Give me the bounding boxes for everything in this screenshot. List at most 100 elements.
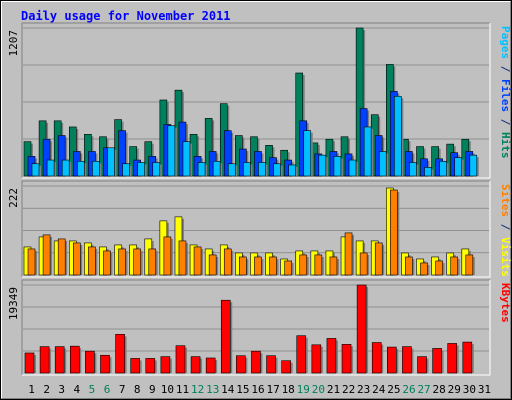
x-tick-label-day-21: 21	[327, 383, 340, 396]
bar-kbytes-day-14	[220, 299, 231, 374]
bar-sites-day-22	[344, 232, 353, 276]
bar-files-day-14	[223, 130, 232, 177]
bar-pages-day-20	[318, 154, 327, 177]
bar-kbytes-day-25	[387, 346, 397, 374]
bar-pages-day-28	[439, 160, 447, 177]
x-tick-label-day-17: 17	[266, 383, 279, 396]
bar-kbytes-day-27	[417, 356, 427, 374]
bar-sites-day-4	[72, 242, 81, 276]
bar-files-day-2	[42, 138, 51, 177]
x-tick-label-day-20: 20	[312, 383, 325, 396]
y-axis-label-right: KBytes	[499, 283, 512, 323]
bar-pages-day-16	[258, 162, 266, 177]
bar-sites-day-25	[390, 189, 398, 276]
plot-panel-3-shade	[21, 279, 490, 375]
bar-sites-day-29	[450, 256, 459, 276]
bar-sites-day-18	[284, 260, 292, 276]
bar-pages-day-12	[197, 162, 206, 177]
y-axis-label-part: /	[499, 112, 512, 132]
bar-sites-day-14	[223, 248, 232, 276]
bar-sites-day-27	[420, 262, 428, 276]
bar-sites-day-6	[103, 250, 111, 276]
bar-kbytes-day-12	[190, 356, 201, 374]
bar-sites-day-30	[465, 254, 474, 276]
bar-sites-day-21	[329, 256, 338, 276]
bar-pages-day-6	[107, 147, 115, 177]
bar-pages-day-24	[378, 151, 387, 177]
y-axis-label-part: Hits	[499, 132, 512, 159]
bar-kbytes-day-16	[251, 350, 261, 374]
y-max-label: 19349	[7, 287, 20, 320]
bar-kbytes-day-22	[341, 344, 352, 374]
bar-sites-day-11	[178, 240, 187, 276]
plot-panel-3-light	[22, 280, 491, 376]
bar-pages-day-25	[394, 95, 402, 177]
x-tick-label-day-26: 26	[402, 383, 415, 396]
x-tick-label-day-29: 29	[448, 383, 461, 396]
x-tick-label-day-13: 13	[206, 383, 219, 396]
x-tick-label-day-12: 12	[191, 383, 204, 396]
x-tick-label-day-27: 27	[417, 383, 430, 396]
y-max-label: 1207	[7, 30, 20, 57]
bar-sites-day-3	[57, 238, 66, 276]
bar-sites-day-9	[148, 248, 157, 276]
x-tick-label-day-24: 24	[372, 383, 386, 396]
bar-sites-day-24	[374, 242, 383, 276]
bar-kbytes-day-19	[296, 335, 307, 374]
bar-pages-day-17	[273, 163, 281, 177]
bar-kbytes-day-30	[462, 341, 473, 374]
bar-kbytes-day-9	[145, 358, 156, 374]
plot-panel-1-light	[22, 23, 491, 179]
y-axis-label-part: Visits	[499, 237, 512, 277]
bar-kbytes-day-21	[326, 338, 337, 374]
x-tick-label-day-2: 2	[43, 383, 50, 396]
bar-sites-day-15	[239, 256, 247, 276]
bar-sites-day-2	[42, 234, 51, 276]
bar-pages-day-15	[243, 162, 251, 177]
bar-kbytes-day-11	[175, 345, 186, 374]
x-tick-label-day-19: 19	[297, 383, 310, 396]
bar-kbytes-day-2	[39, 346, 50, 374]
x-tick-label-day-23: 23	[357, 383, 370, 396]
bar-sites-day-17	[269, 256, 277, 276]
bar-pages-day-21	[333, 156, 342, 177]
bar-pages-day-1	[31, 163, 40, 177]
y-axis-label-part: KBytes	[499, 283, 512, 323]
x-tick-label-day-9: 9	[149, 383, 156, 396]
y-axis-label-part: /	[499, 59, 512, 79]
x-tick-label-day-28: 28	[433, 383, 446, 396]
y-axis-label-part: Pages	[499, 26, 512, 59]
plot-panel-2-shade	[21, 180, 490, 277]
bar-sites-day-1	[27, 248, 36, 276]
chart-title: Daily usage for November 2011	[21, 9, 231, 23]
bar-pages-day-13	[212, 160, 221, 177]
bar-kbytes-day-8	[130, 358, 140, 374]
bar-kbytes-day-18	[281, 360, 291, 374]
y-axis-label-right: Sites / Visits	[499, 184, 512, 277]
bar-kbytes-day-1	[24, 352, 35, 374]
plot-panel-2-light	[22, 181, 491, 278]
x-tick-label-day-4: 4	[74, 383, 81, 396]
x-tick-label-day-5: 5	[89, 383, 96, 396]
x-tick-label-day-14: 14	[221, 383, 235, 396]
bar-kbytes-day-13	[205, 357, 216, 374]
y-axis-label-part: Files	[499, 79, 512, 112]
y-axis-label-right: Pages / Files / Hits	[499, 26, 512, 159]
bar-kbytes-day-28	[432, 348, 442, 374]
x-tick-label-day-18: 18	[282, 383, 295, 396]
bar-kbytes-day-29	[447, 343, 458, 374]
x-tick-label-day-8: 8	[134, 383, 141, 396]
bar-pages-day-27	[424, 167, 432, 177]
x-tick-label-day-3: 3	[58, 383, 65, 396]
bar-sites-day-28	[435, 260, 443, 276]
x-tick-label-day-1: 1	[28, 383, 35, 396]
bar-sites-day-8	[133, 248, 141, 276]
bar-pages-day-26	[409, 162, 417, 177]
x-tick-label-day-30: 30	[463, 383, 476, 396]
bar-kbytes-day-26	[402, 346, 412, 374]
bar-kbytes-day-4	[69, 345, 80, 374]
